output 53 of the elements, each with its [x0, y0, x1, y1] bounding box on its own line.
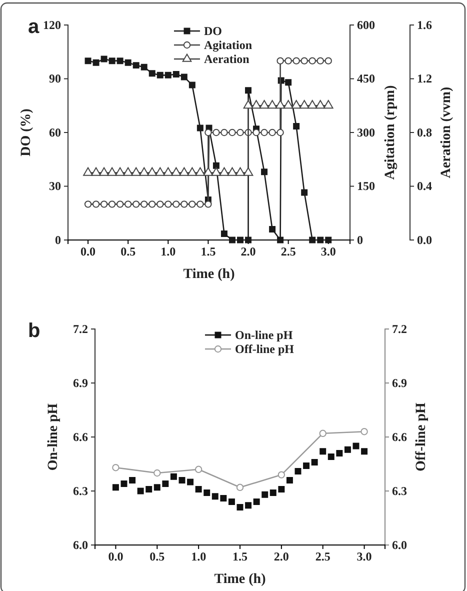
x-tick-label: 2.5	[315, 550, 330, 564]
y2-tick-label: 150	[357, 179, 375, 194]
y3-tick-label: 0.8	[417, 125, 432, 140]
x-tick-label: 2.0	[274, 550, 289, 564]
y-tick-label: 90	[49, 72, 61, 86]
y-tick-label: 6.9	[73, 376, 88, 390]
y-tick-label: 60	[49, 125, 61, 140]
y2-axis-title: Agitation (rpm)	[383, 84, 398, 180]
x-tick-label: 0.5	[150, 550, 165, 564]
y2-tick-label: 6.3	[392, 484, 407, 498]
x-tick-label: 3.0	[320, 244, 336, 259]
legend-label: On-line pH	[235, 328, 294, 342]
y2-axis-title: Off-line pH	[414, 402, 429, 472]
x-tick-label: 1.0	[160, 244, 176, 259]
x-tick-label: 0.0	[80, 244, 96, 259]
y-axis-title: On-line pH	[46, 403, 61, 471]
x-tick-label: 1.0	[191, 550, 206, 564]
y2-tick-label: 7.2	[392, 322, 407, 336]
y2-tick-label: 600	[357, 18, 375, 32]
text: b	[28, 320, 40, 342]
x-tick-label: 0.5	[120, 244, 136, 259]
y2-tick-label: 6.0	[392, 538, 407, 552]
y2-tick-label: 0	[357, 232, 363, 247]
y-tick-label: 120	[43, 18, 61, 32]
x-tick-label: 1.5	[200, 244, 216, 259]
x-axis-title: Time (h)	[214, 572, 266, 587]
y3-tick-label: 1.2	[417, 72, 432, 86]
y3-tick-label: 0.0	[417, 232, 432, 247]
y-tick-label: 6.3	[73, 484, 88, 498]
y2-tick-label: 450	[357, 72, 375, 86]
x-axis-title: Time (h)	[183, 267, 236, 282]
x-tick-label: 2.5	[280, 244, 296, 259]
y2-tick-label: 300	[357, 125, 375, 140]
legend-label: Off-line pH	[235, 342, 295, 356]
x-tick-label: 3.0	[356, 550, 372, 564]
legend-label: DO	[204, 24, 222, 38]
x-tick-label: 2.0	[240, 244, 256, 259]
x-tick-label: 1.5	[232, 550, 248, 564]
y-tick-label: 6.6	[73, 430, 88, 444]
y-tick-label: 6.0	[73, 538, 88, 552]
y2-tick-label: 6.9	[392, 376, 407, 390]
y3-tick-label: 1.6	[417, 18, 432, 32]
y3-tick-label: 0.4	[417, 179, 432, 194]
y2-tick-label: 6.6	[392, 430, 407, 444]
y-tick-label: 30	[49, 179, 61, 194]
y-tick-label: 7.2	[73, 322, 88, 336]
legend-label: Agitation	[204, 38, 252, 52]
legend-label: Aeration	[204, 52, 250, 66]
text: a	[28, 16, 40, 38]
y-tick-label: 0	[55, 232, 61, 247]
y-axis-title: DO (%)	[19, 108, 34, 156]
x-tick-label: 0.0	[108, 550, 124, 564]
y3-axis-title: Aeration (vvm)	[439, 86, 454, 178]
